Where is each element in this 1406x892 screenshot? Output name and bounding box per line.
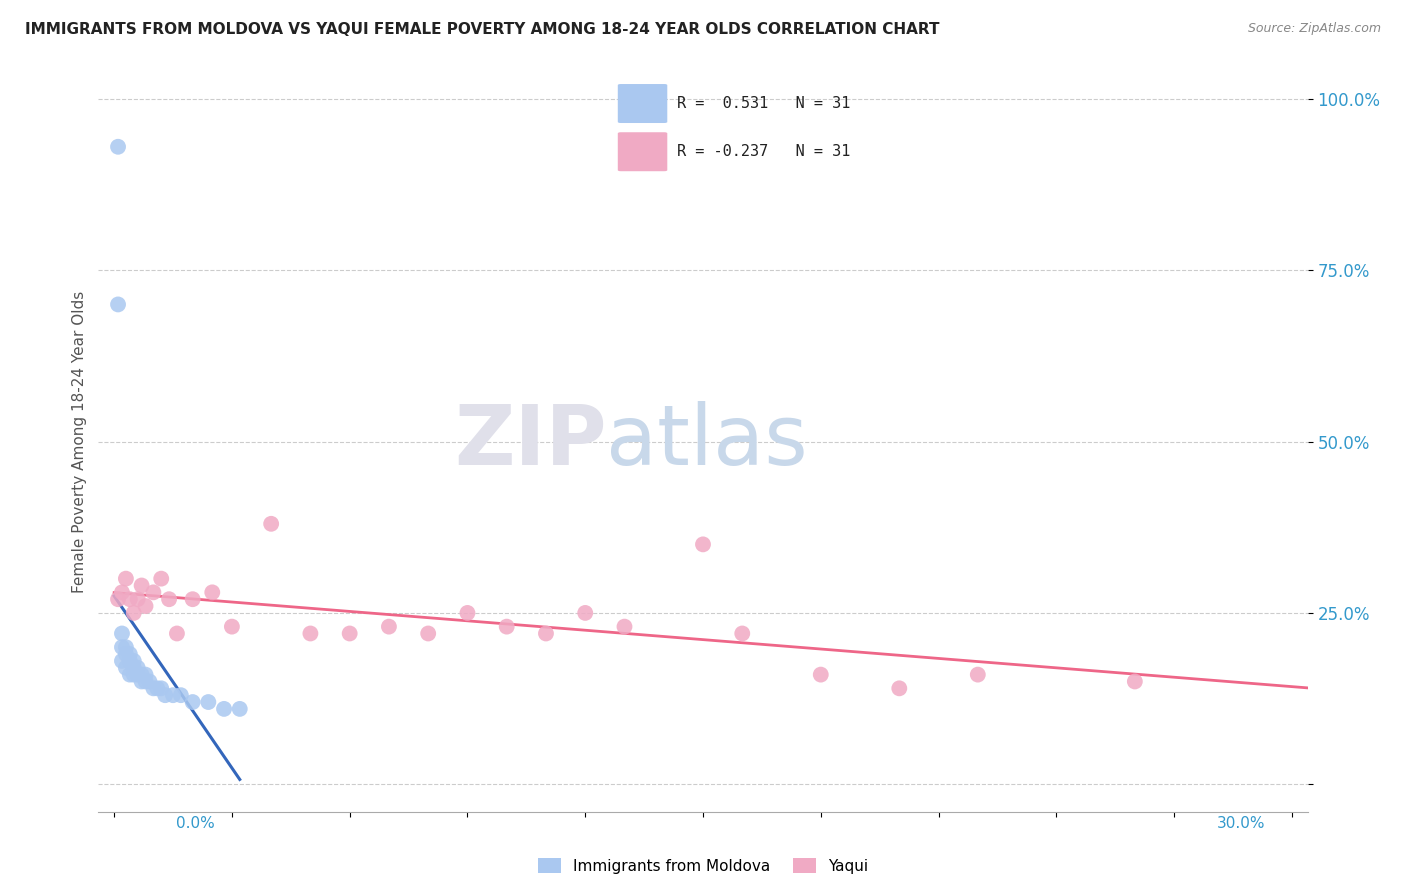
Point <box>118 592 141 607</box>
Point <box>131 674 153 689</box>
Point <box>127 661 149 675</box>
Point <box>495 619 517 633</box>
Point <box>115 640 138 655</box>
Point <box>131 578 153 592</box>
Point <box>118 654 141 668</box>
Point <box>142 681 165 696</box>
Text: IMMIGRANTS FROM MOLDOVA VS YAQUI FEMALE POVERTY AMONG 18-24 YEAR OLDS CORRELATIO: IMMIGRANTS FROM MOLDOVA VS YAQUI FEMALE … <box>25 22 939 37</box>
Text: R = -0.237   N = 31: R = -0.237 N = 31 <box>676 145 851 160</box>
Point <box>966 667 988 681</box>
Point <box>127 592 149 607</box>
Text: R =  0.531   N = 31: R = 0.531 N = 31 <box>676 96 851 111</box>
Point <box>111 626 134 640</box>
Point <box>118 667 141 681</box>
Point <box>456 606 478 620</box>
Point <box>131 667 153 681</box>
Point <box>170 688 193 702</box>
FancyBboxPatch shape <box>617 132 668 171</box>
Point <box>418 626 440 640</box>
Point <box>115 647 138 661</box>
Point <box>212 702 235 716</box>
Point <box>135 599 157 613</box>
Point <box>118 647 141 661</box>
Point <box>339 626 361 640</box>
Point <box>378 619 401 633</box>
Point <box>229 702 252 716</box>
Point <box>574 606 596 620</box>
Point <box>153 688 176 702</box>
Point <box>181 592 204 607</box>
Point <box>122 606 145 620</box>
Text: atlas: atlas <box>606 401 808 482</box>
Point <box>122 661 145 675</box>
Point <box>197 695 219 709</box>
Point <box>107 297 129 311</box>
Point <box>150 681 173 696</box>
Point <box>107 592 129 607</box>
Point <box>115 572 138 586</box>
Point <box>146 681 169 696</box>
Point <box>135 674 157 689</box>
Point <box>142 585 165 599</box>
Point <box>135 667 157 681</box>
Point <box>534 626 557 640</box>
Point <box>889 681 911 696</box>
Point <box>122 654 145 668</box>
Point <box>201 585 224 599</box>
Point <box>166 626 188 640</box>
Point <box>221 619 243 633</box>
FancyBboxPatch shape <box>617 84 668 123</box>
Point <box>111 640 134 655</box>
Point <box>299 626 322 640</box>
Point <box>122 667 145 681</box>
Text: 0.0%: 0.0% <box>176 816 215 831</box>
Point <box>157 592 180 607</box>
Point <box>127 667 149 681</box>
Point <box>613 619 636 633</box>
Point <box>731 626 754 640</box>
Point <box>111 585 134 599</box>
Point <box>162 688 184 702</box>
Legend: Immigrants from Moldova, Yaqui: Immigrants from Moldova, Yaqui <box>531 852 875 880</box>
Point <box>150 572 173 586</box>
Point <box>810 667 832 681</box>
Point <box>260 516 283 531</box>
Point <box>692 537 714 551</box>
Text: ZIP: ZIP <box>454 401 606 482</box>
Point <box>107 140 129 154</box>
Text: Source: ZipAtlas.com: Source: ZipAtlas.com <box>1247 22 1381 36</box>
Point <box>181 695 204 709</box>
Point <box>138 674 160 689</box>
Y-axis label: Female Poverty Among 18-24 Year Olds: Female Poverty Among 18-24 Year Olds <box>72 291 87 592</box>
Point <box>1123 674 1146 689</box>
Text: 30.0%: 30.0% <box>1218 816 1265 831</box>
Point <box>115 661 138 675</box>
Point <box>111 654 134 668</box>
